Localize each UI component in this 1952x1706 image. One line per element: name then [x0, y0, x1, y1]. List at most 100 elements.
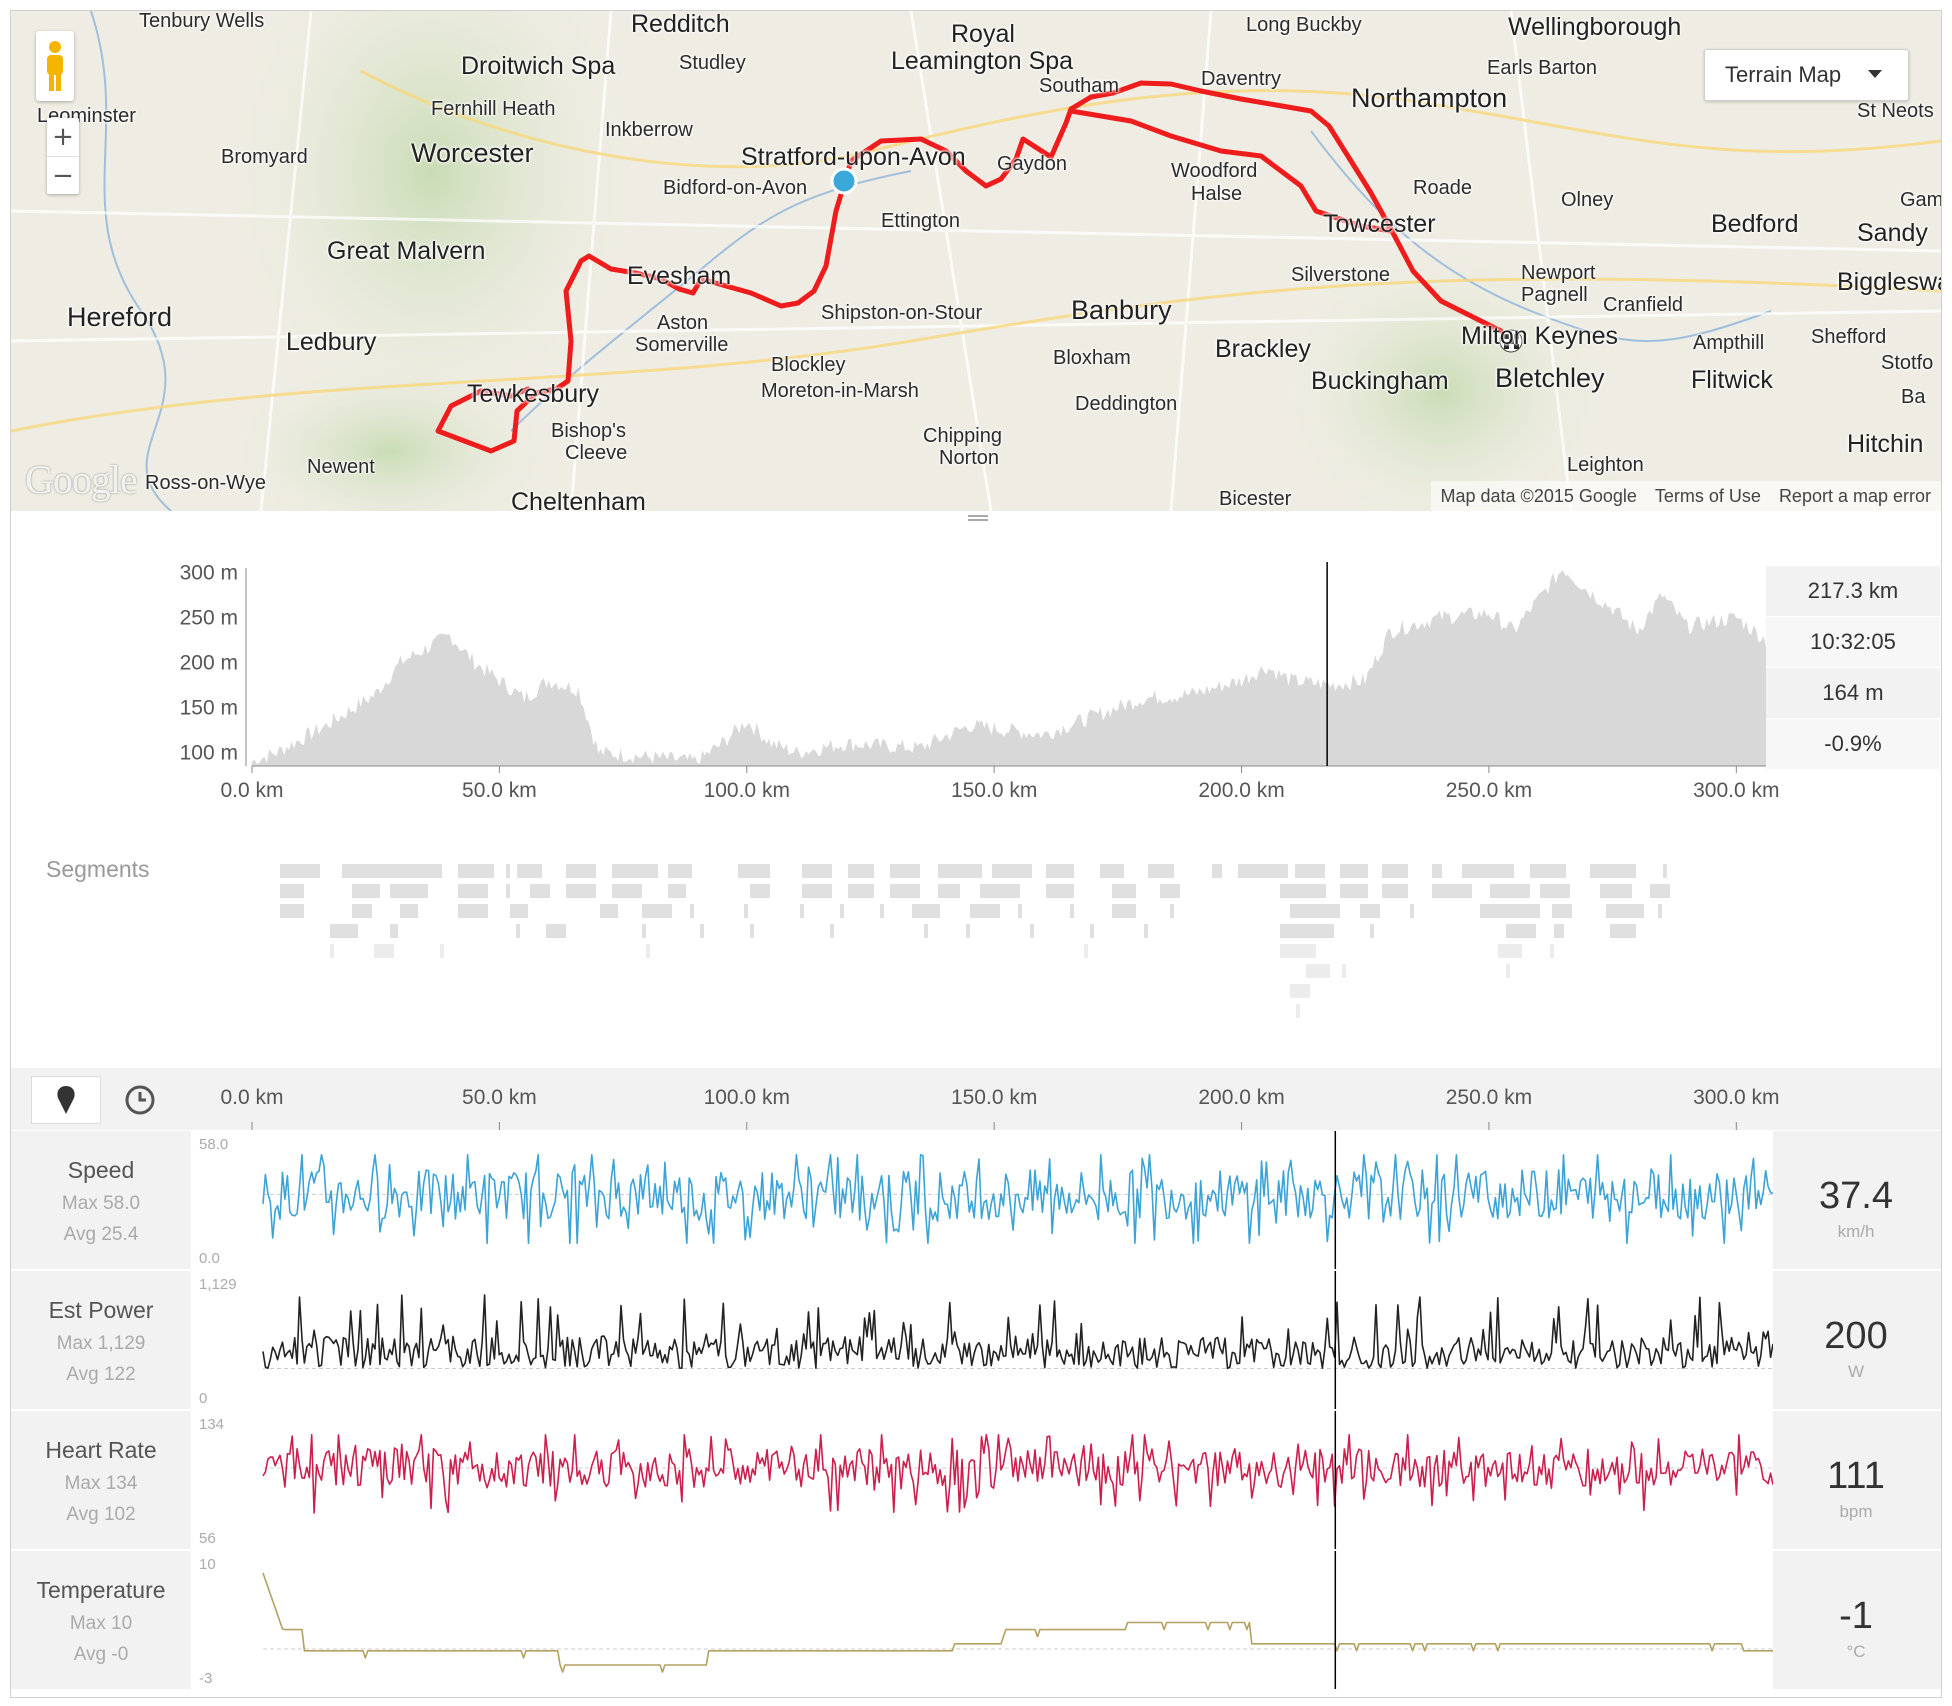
- finish-flag-icon: [1499, 329, 1523, 353]
- pegman-icon: [47, 41, 63, 91]
- stream-plot[interactable]: 10 -3: [191, 1551, 1773, 1689]
- map-place: Ettington: [881, 210, 960, 232]
- map-place: Bicester: [1219, 488, 1292, 510]
- street-view-pegman[interactable]: [36, 31, 74, 101]
- stream-plot[interactable]: 134 56: [191, 1411, 1774, 1549]
- stream-series: [262, 1294, 1774, 1370]
- map-place: Bletchley: [1495, 363, 1605, 393]
- map-place: Olney: [1561, 189, 1614, 211]
- zoom-out-button[interactable]: −: [47, 156, 79, 195]
- segment-bar: [1340, 864, 1368, 878]
- segment-bar: [1382, 884, 1408, 898]
- segment-bar: [880, 904, 884, 918]
- stream-value: 200 W: [1771, 1271, 1941, 1409]
- time-toggle[interactable]: [105, 1076, 175, 1124]
- segment-bar: [330, 924, 358, 938]
- elevation-area: [252, 570, 1766, 766]
- x-tick-label: 200.0 km: [1198, 779, 1284, 802]
- streams-header: [11, 1068, 1941, 1130]
- segment-bar: [642, 904, 672, 918]
- map-type-select[interactable]: Terrain Map: [1704, 49, 1909, 101]
- terms-link[interactable]: Terms of Use: [1654, 485, 1761, 506]
- map-place: Ampthill: [1693, 332, 1765, 354]
- stream-name: Heart Rate: [45, 1437, 157, 1463]
- segment-bar: [642, 924, 646, 938]
- segment-bar: [1554, 924, 1564, 938]
- segment-bar: [458, 884, 488, 898]
- x-tick-label: 250.0 km: [1446, 1086, 1532, 1109]
- map-place: Studley: [679, 52, 746, 74]
- x-tick-label: 50.0 km: [462, 1086, 537, 1109]
- stream-row-heart-rate[interactable]: Heart Rate Max 134 Avg 102 134 56 111 bpm: [11, 1411, 1941, 1549]
- stream-row-temperature[interactable]: Temperature Max 10 Avg -0 10 -3 -1 °C: [11, 1551, 1941, 1689]
- map-place: Deddington: [1075, 393, 1178, 415]
- x-tick-label: 150.0 km: [951, 779, 1037, 802]
- segment-bar: [992, 864, 1032, 878]
- heart-rate-line: 134 56: [199, 1411, 1774, 1549]
- segment-bar: [1144, 924, 1148, 938]
- segment-bar: [1360, 904, 1380, 918]
- segment-bar: [374, 944, 394, 958]
- x-tick-label: 0.0 km: [220, 1086, 283, 1109]
- stream-max: Max 58.0: [61, 1193, 141, 1214]
- segment-bar: [1238, 864, 1288, 878]
- segment-bar: [1382, 864, 1408, 878]
- segments-chart[interactable]: [270, 856, 1770, 1056]
- report-error-link[interactable]: Report a map error: [1778, 485, 1931, 506]
- map-place: Droitwich Spa: [461, 52, 616, 80]
- map-place: Daventry: [1201, 68, 1282, 90]
- segment-bar: [1530, 864, 1566, 878]
- segment-bar: [800, 904, 804, 918]
- segment-bar: [612, 884, 642, 898]
- stat-time: 10:32:05: [1766, 617, 1940, 668]
- segment-bar: [1480, 904, 1540, 918]
- temperature-line: 10 -3: [199, 1551, 1773, 1689]
- map-footer: Map data ©2015 Google Terms of Use Repor…: [1430, 481, 1941, 511]
- stream-series: [262, 1434, 1774, 1514]
- map-place: Moreton-in-Marsh: [761, 380, 919, 402]
- segment-bar: [1084, 944, 1088, 958]
- elevation-chart[interactable]: 300 m 250 m 200 m 150 m 100 m 0.0 km 50.0 km 10…: [160, 560, 1780, 810]
- zoom-control: + −: [47, 118, 79, 194]
- map-place: Bishop's: [551, 420, 626, 442]
- y-max-label: 10: [199, 1556, 216, 1573]
- map-place: Bidford-on-Avon: [663, 177, 808, 199]
- current-value: 111: [1827, 1455, 1885, 1497]
- stream-row-power[interactable]: Est Power Max 1,129 Avg 122 1,129 0 200 W: [11, 1271, 1941, 1409]
- route-map[interactable]: Tenbury Wells Redditch Royal Leamington …: [11, 11, 1941, 511]
- y-max-label: 134: [199, 1416, 224, 1433]
- segment-bar: [1663, 864, 1667, 878]
- segment-bar: [352, 904, 372, 918]
- zoom-in-button[interactable]: +: [52, 122, 74, 152]
- segment-bar: [566, 884, 596, 898]
- distance-toggle[interactable]: [31, 1076, 101, 1124]
- y-min-label: 0: [199, 1390, 207, 1407]
- map-place: Flitwick: [1691, 366, 1773, 394]
- map-place: Stratford-upon-Avon: [741, 143, 966, 171]
- stream-plot[interactable]: 58.0 0.0: [191, 1131, 1774, 1269]
- map-place: Towcester: [1323, 210, 1436, 238]
- value-unit: W: [1847, 1362, 1865, 1381]
- map-attribution: Map data ©2015 Google: [1440, 485, 1637, 506]
- map-place: Hitchin: [1847, 430, 1924, 458]
- map-place: Somerville: [635, 334, 729, 356]
- resize-handle[interactable]: [968, 515, 988, 525]
- segments-title: Segments: [46, 856, 150, 882]
- segment-bar: [980, 884, 1020, 898]
- segment-bar: [744, 904, 748, 918]
- map-place: Banbury: [1071, 295, 1172, 325]
- x-tick-label: 200.0 km: [1198, 1086, 1284, 1109]
- segment-bar: [802, 884, 832, 898]
- stream-plot[interactable]: 1,129 0: [191, 1271, 1774, 1409]
- map-place: Halse: [1191, 183, 1243, 205]
- map-place: Newent: [307, 456, 375, 478]
- stream-row-speed[interactable]: Speed Max 58.0 Avg 25.4 58.0 0.0 37.4 km/…: [11, 1131, 1941, 1269]
- map-place: Great Malvern: [327, 237, 486, 265]
- segment-bar: [848, 884, 874, 898]
- segment-bar: [506, 884, 510, 898]
- map-place: Sandy: [1857, 219, 1928, 247]
- segment-bar: [1046, 884, 1074, 898]
- stream-value: 111 bpm: [1771, 1411, 1941, 1549]
- segment-bar: [352, 884, 380, 898]
- segment-bar: [1018, 904, 1022, 918]
